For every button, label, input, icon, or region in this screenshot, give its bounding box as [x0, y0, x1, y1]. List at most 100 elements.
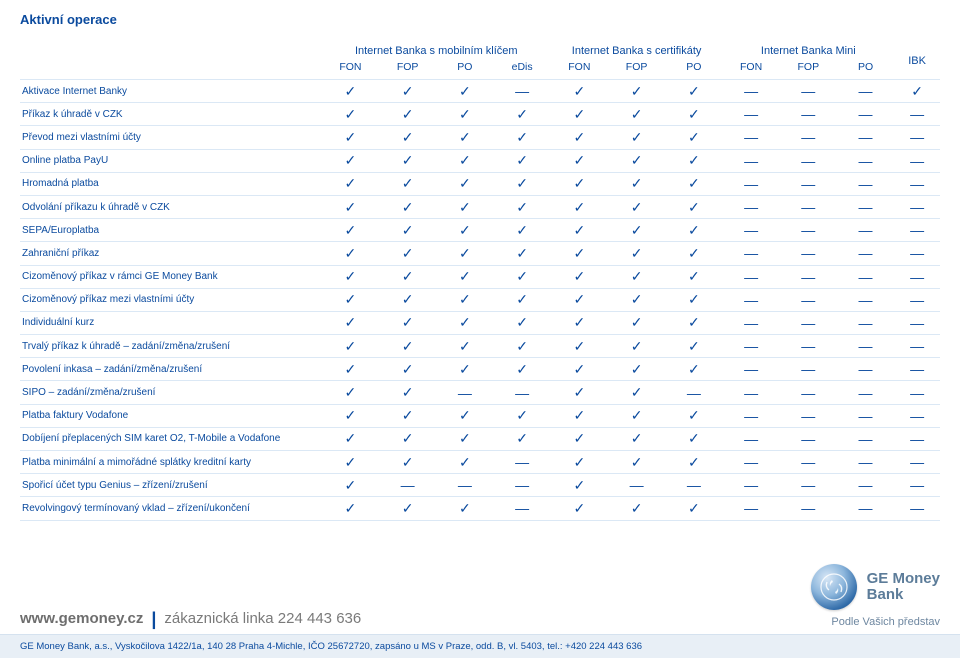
dash-icon: —: [910, 431, 924, 447]
table-cell: —: [837, 288, 894, 311]
table-cell: —: [894, 311, 940, 334]
table-cell: —: [837, 381, 894, 404]
check-icon: ✓: [402, 129, 414, 145]
table-cell: —: [837, 427, 894, 450]
table-cell: —: [780, 149, 837, 172]
table-cell: ✓: [379, 451, 436, 474]
dash-icon: —: [744, 477, 758, 493]
check-icon: ✓: [345, 291, 357, 307]
table-cell: —: [780, 311, 837, 334]
table-cell: ✓: [551, 427, 608, 450]
table-cell: —: [722, 427, 779, 450]
dash-icon: —: [859, 408, 873, 424]
check-icon: ✓: [631, 338, 643, 354]
dash-icon: —: [801, 454, 815, 470]
dash-icon: —: [801, 385, 815, 401]
table-cell: —: [494, 381, 551, 404]
dash-icon: —: [801, 500, 815, 516]
check-icon: ✓: [516, 245, 528, 261]
table-cell: ✓: [436, 311, 493, 334]
table-cell: —: [837, 358, 894, 381]
row-label: SEPA/Europlatba: [20, 219, 322, 242]
dash-icon: —: [859, 315, 873, 331]
row-label: Převod mezi vlastními účty: [20, 126, 322, 149]
page-title: Aktivní operace: [20, 12, 940, 27]
dash-icon: —: [744, 385, 758, 401]
row-label: Příkaz k úhradě v CZK: [20, 103, 322, 126]
check-icon: ✓: [573, 106, 585, 122]
dash-icon: —: [859, 477, 873, 493]
dash-icon: —: [687, 477, 701, 493]
table-cell: —: [722, 497, 779, 520]
table-cell: —: [436, 474, 493, 497]
table-cell: —: [722, 80, 779, 103]
check-icon: ✓: [459, 361, 471, 377]
dash-icon: —: [859, 153, 873, 169]
table-cell: ✓: [608, 404, 665, 427]
dash-icon: —: [744, 106, 758, 122]
check-icon: ✓: [345, 338, 357, 354]
table-cell: ✓: [322, 195, 379, 218]
dash-icon: —: [910, 245, 924, 261]
check-icon: ✓: [402, 407, 414, 423]
table-cell: —: [722, 242, 779, 265]
dash-icon: —: [801, 176, 815, 192]
dash-icon: —: [910, 222, 924, 238]
dash-icon: —: [744, 222, 758, 238]
table-cell: ✓: [608, 195, 665, 218]
check-icon: ✓: [459, 268, 471, 284]
check-icon: ✓: [688, 500, 700, 516]
table-cell: —: [837, 219, 894, 242]
table-cell: —: [494, 80, 551, 103]
table-cell: —: [780, 103, 837, 126]
check-icon: ✓: [516, 338, 528, 354]
check-icon: ✓: [345, 175, 357, 191]
table-cell: —: [780, 474, 837, 497]
table-cell: ✓: [665, 497, 722, 520]
check-icon: ✓: [459, 199, 471, 215]
table-cell: ✓: [494, 265, 551, 288]
table-cell: ✓: [608, 335, 665, 358]
table-cell: ✓: [322, 219, 379, 242]
table-cell: —: [780, 381, 837, 404]
table-cell: ✓: [608, 172, 665, 195]
table-cell: ✓: [665, 103, 722, 126]
check-icon: ✓: [688, 291, 700, 307]
footer-hotline: zákaznická linka 224 443 636: [164, 610, 361, 627]
table-cell: ✓: [494, 335, 551, 358]
table-cell: —: [894, 149, 940, 172]
table-cell: ✓: [436, 172, 493, 195]
table-cell: ✓: [436, 80, 493, 103]
table-cell: ✓: [665, 335, 722, 358]
table-cell: ✓: [379, 219, 436, 242]
table-cell: —: [837, 404, 894, 427]
dash-icon: —: [859, 269, 873, 285]
dash-icon: —: [859, 454, 873, 470]
check-icon: ✓: [516, 430, 528, 446]
check-icon: ✓: [459, 314, 471, 330]
dash-icon: —: [515, 385, 529, 401]
dash-icon: —: [910, 292, 924, 308]
dash-icon: —: [859, 431, 873, 447]
check-icon: ✓: [402, 500, 414, 516]
table-cell: —: [837, 80, 894, 103]
dash-icon: —: [859, 176, 873, 192]
table-cell: ✓: [894, 80, 940, 103]
table-cell: ✓: [665, 80, 722, 103]
check-icon: ✓: [631, 83, 643, 99]
dash-icon: —: [910, 269, 924, 285]
subhead: FON: [322, 59, 379, 80]
dash-icon: —: [744, 500, 758, 516]
check-icon: ✓: [459, 106, 471, 122]
dash-icon: —: [801, 153, 815, 169]
table-row: SEPA/Europlatba✓✓✓✓✓✓✓————: [20, 219, 940, 242]
check-icon: ✓: [573, 314, 585, 330]
table-cell: —: [837, 265, 894, 288]
table-cell: ✓: [436, 451, 493, 474]
dash-icon: —: [910, 361, 924, 377]
table-cell: ✓: [436, 404, 493, 427]
table-cell: ✓: [322, 103, 379, 126]
check-icon: ✓: [345, 477, 357, 493]
dash-icon: —: [458, 385, 472, 401]
check-icon: ✓: [573, 152, 585, 168]
